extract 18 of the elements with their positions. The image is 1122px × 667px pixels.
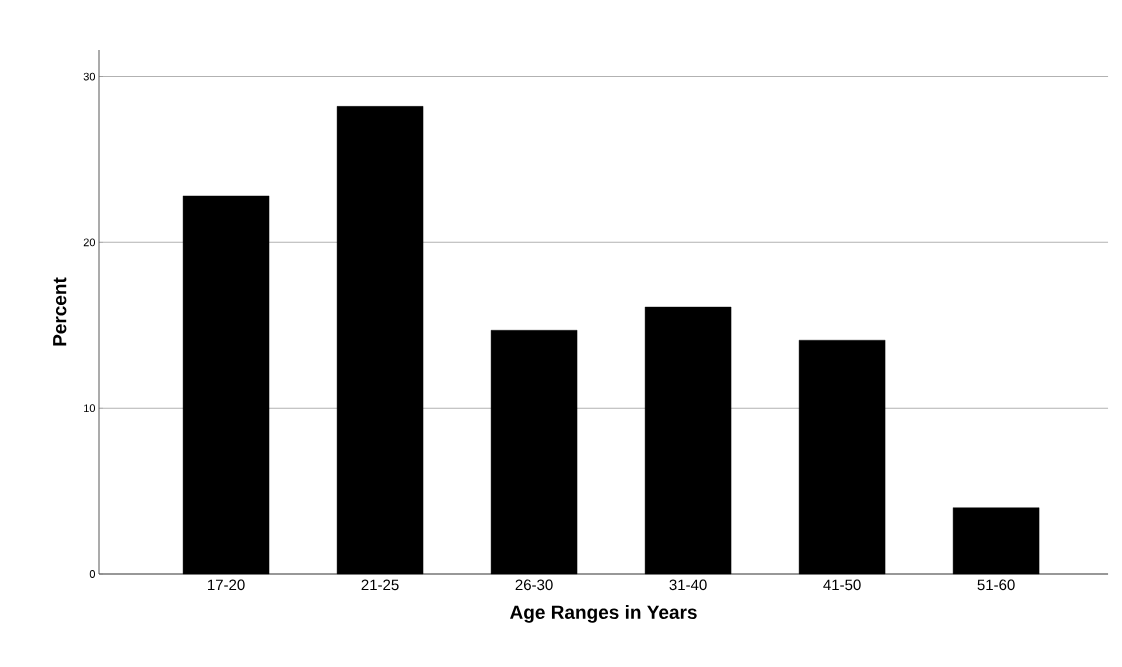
x-tick-label: 51-60 (977, 579, 1015, 591)
x-tick-label: 17-20 (208, 579, 245, 591)
y-axis-title: Percent (53, 277, 67, 346)
y-tick-label: 30 (83, 72, 96, 81)
x-axis-title: Age Ranges in Years (510, 605, 697, 623)
bar (336, 106, 424, 575)
bar (490, 330, 578, 575)
y-tick-label: 0 (89, 570, 96, 578)
x-tick-label: 41-50 (823, 579, 861, 591)
x-tick-label: 21-25 (361, 579, 399, 591)
bar (644, 306, 732, 575)
bar (182, 195, 270, 575)
bar (798, 339, 886, 575)
bar (952, 507, 1040, 575)
x-tick-label: 26-30 (515, 579, 553, 591)
x-tick-label: 31-40 (669, 579, 707, 591)
y-tick-label: 10 (84, 404, 96, 413)
y-tick-label: 20 (83, 238, 96, 247)
